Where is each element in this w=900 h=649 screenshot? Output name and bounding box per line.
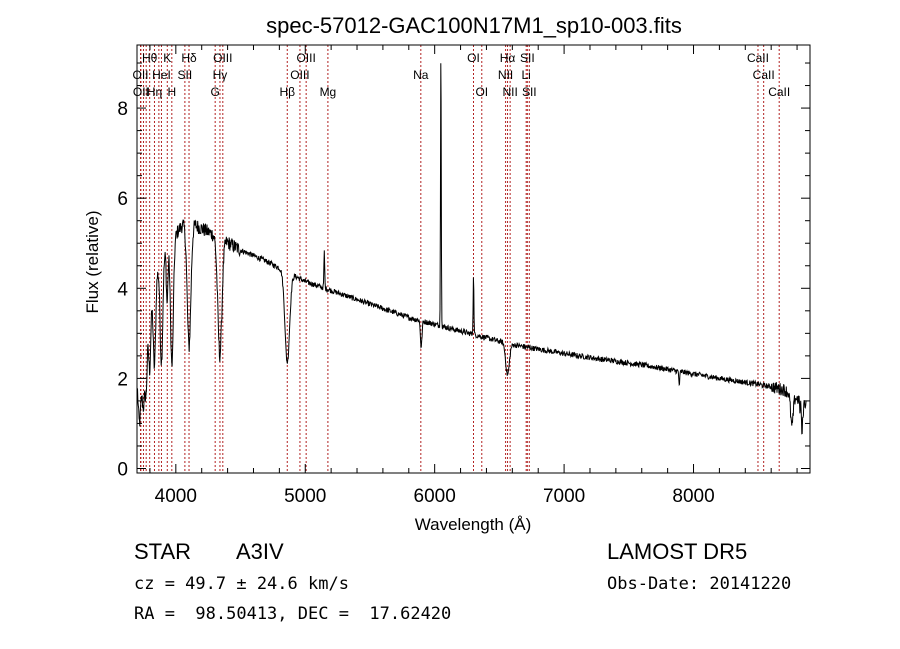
object-subclass: A3IV bbox=[236, 539, 284, 564]
spectral-line-label: CaII bbox=[753, 68, 775, 82]
spectral-line-label: HeI bbox=[152, 68, 171, 82]
x-tick-label: 5000 bbox=[284, 486, 326, 507]
x-axis-label: Wavelength (Å) bbox=[415, 515, 532, 534]
spectral-line-label: NII bbox=[498, 68, 513, 82]
spectral-line-label: OIII bbox=[296, 51, 315, 65]
spectral-line-label: OIII bbox=[290, 68, 309, 82]
spectral-line-label: Hη bbox=[147, 85, 162, 99]
spectral-line-labels: OIIOIIHθHηHeIKHSIIHδGHγOIIIHβOIIIOIIIMgN… bbox=[132, 51, 790, 99]
spectral-line-label: K bbox=[163, 51, 171, 65]
spectral-line-label: CaII bbox=[768, 85, 790, 99]
redshift-readout: cz = 49.7 ± 24.6 km/s bbox=[134, 574, 349, 594]
spectral-line-label: Hβ bbox=[279, 85, 295, 99]
spectrum-chart: spec-57012-GAC100N17M1_sp10-003.fits OII… bbox=[83, 13, 811, 534]
chart-title: spec-57012-GAC100N17M1_sp10-003.fits bbox=[266, 13, 682, 38]
observation-date: Obs-Date: 20141220 bbox=[607, 574, 792, 594]
x-tick-label: 6000 bbox=[414, 486, 456, 507]
spectral-line-label: G bbox=[210, 85, 219, 99]
x-axis: 4000 5000 6000 7000 8000 bbox=[149, 45, 798, 507]
plot-frame bbox=[136, 44, 811, 474]
spectral-line-label: OI bbox=[475, 85, 488, 99]
object-class: STAR bbox=[134, 539, 192, 564]
x-tick-label: 4000 bbox=[155, 486, 197, 507]
spectral-line-label: Hγ bbox=[213, 68, 228, 82]
y-axis: 0 2 4 6 8 bbox=[117, 62, 810, 480]
spectral-line-label: NII bbox=[502, 85, 517, 99]
spectral-line-label: OIII bbox=[213, 51, 232, 65]
x-tick-label: 8000 bbox=[672, 486, 714, 507]
spectral-line-label: Li bbox=[522, 68, 531, 82]
y-tick-label: 8 bbox=[117, 99, 128, 120]
spectral-line-label: Mg bbox=[320, 85, 337, 99]
spectral-line-label: SII bbox=[520, 51, 535, 65]
y-tick-label: 6 bbox=[117, 189, 128, 210]
y-tick-label: 0 bbox=[117, 459, 128, 480]
spectral-line-markers bbox=[139, 45, 780, 473]
survey-name: LAMOST DR5 bbox=[607, 539, 748, 564]
spectral-line-label: Hδ bbox=[181, 51, 197, 65]
spectral-line-label: Na bbox=[413, 68, 429, 82]
y-tick-label: 2 bbox=[117, 369, 128, 390]
spectral-line-label: H bbox=[167, 85, 176, 99]
spectral-line-label: Hα bbox=[500, 51, 516, 65]
x-tick-label: 7000 bbox=[543, 486, 585, 507]
y-axis-label: Flux (relative) bbox=[83, 211, 102, 314]
spectral-line-label: SII bbox=[522, 85, 537, 99]
spectral-line-label: OII bbox=[132, 68, 148, 82]
spectral-line-label: SII bbox=[178, 68, 193, 82]
spectrum-trace bbox=[137, 63, 807, 435]
spectral-line-label: CaII bbox=[747, 51, 769, 65]
spectral-line-label: Hθ bbox=[142, 51, 158, 65]
spectral-line-label: OI bbox=[467, 51, 480, 65]
coordinates-readout: RA = 98.50413, DEC = 17.62420 bbox=[134, 604, 452, 624]
y-tick-label: 4 bbox=[117, 279, 128, 300]
